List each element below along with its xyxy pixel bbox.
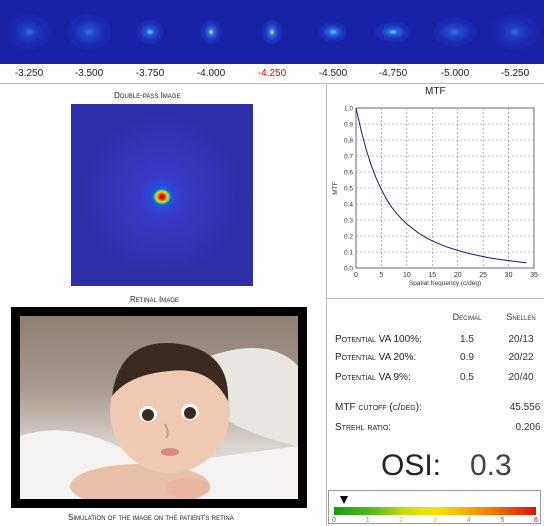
baby-photo-illustration — [20, 343, 298, 499]
va-row-snellen: 20/22 — [508, 352, 534, 363]
focus-label[interactable]: -3.250 — [14, 68, 44, 79]
mtf-cutoff-value: 45.556 — [509, 402, 541, 413]
va-row-snellen: 20/40 — [508, 372, 534, 383]
osi-scale-tick: 3 — [433, 517, 437, 524]
mtf-x-tick-label: 5 — [379, 272, 383, 279]
osi-scale-tick: 0 — [332, 517, 336, 524]
focus-spot[interactable] — [491, 14, 539, 50]
strehl-ratio-label: Strehl ratio: — [335, 422, 392, 433]
focus-label[interactable]: -3.750 — [135, 68, 165, 79]
focus-label[interactable]: -4.000 — [196, 68, 226, 79]
osi-scale-tick: 5 — [500, 517, 505, 524]
mtf-x-tick-label: 25 — [479, 272, 487, 279]
focus-spot[interactable] — [433, 18, 477, 46]
osi-pointer-icon — [340, 496, 349, 504]
va-row-label: Potential VA 100%: — [335, 334, 422, 345]
mtf-chart: 0.0 0.1 0.2 0.3 0.4 0.5 0.6 0.7 0.8 0.9 1.0 0 5 10 15 2… — [332, 106, 538, 288]
focus-label[interactable]: -4.250 — [257, 68, 287, 79]
focus-series-strip — [0, 0, 544, 64]
osi-label: OSI: — [381, 449, 442, 482]
mtf-x-tick-label: 30 — [505, 272, 513, 279]
mtf-x-axis-label: Spatial frequency (c/deg) — [409, 280, 481, 287]
double-pass-title: Double-pass Image — [114, 91, 181, 100]
osi-scale-tick: 2 — [399, 517, 404, 524]
mtf-y-tick-label: 0.8 — [344, 138, 353, 145]
double-pass-image[interactable] — [71, 104, 253, 286]
focus-label[interactable]: -3.500 — [74, 68, 104, 79]
focus-label-row: -3.250 -3.500 -3.750 -4.000 -4.250 -4.500 -4.7… — [0, 64, 544, 84]
panel-divider-vertical — [326, 84, 327, 526]
focus-spot[interactable] — [7, 14, 51, 50]
mtf-y-tick-label: 0.5 — [344, 186, 353, 193]
osi-scale-bar — [334, 507, 536, 515]
focus-spot[interactable] — [67, 14, 111, 50]
mtf-y-tick-label: 0.3 — [344, 218, 353, 225]
mtf-x-tick-label: 20 — [454, 272, 462, 279]
decimal-column-header: Decimal — [452, 312, 482, 322]
mtf-x-tick-label: 10 — [403, 272, 411, 279]
mtf-y-tick-label: 0.0 — [344, 266, 353, 273]
retinal-image-frame — [11, 307, 307, 508]
mtf-x-tick-label: 35 — [530, 272, 538, 279]
focus-spot[interactable] — [375, 22, 411, 42]
osi-scale-tick: 4 — [466, 517, 471, 524]
mtf-y-tick-label: 0.6 — [344, 170, 353, 177]
va-row-snellen: 20/13 — [508, 334, 534, 345]
mtf-y-tick-label: 0.1 — [344, 250, 353, 257]
mtf-y-tick-label: 0.9 — [344, 122, 353, 129]
mtf-y-tick-label: 1.0 — [344, 106, 353, 113]
va-row-label: Potential VA 20%: — [335, 352, 417, 363]
mtf-x-tick-label: 15 — [428, 272, 436, 279]
mtf-y-tick-label: 0.4 — [344, 202, 353, 209]
va-row-decimal: 1.5 — [460, 334, 474, 345]
focus-spot[interactable] — [201, 20, 221, 44]
retinal-simulation-image[interactable] — [20, 316, 298, 499]
strehl-ratio-value: 0.206 — [515, 422, 541, 433]
mtf-x-tick-label: 0 — [354, 272, 358, 279]
osi-value: 0.3 — [470, 449, 512, 482]
va-row-label: Potential VA 9%: — [335, 372, 411, 383]
focus-spot[interactable] — [319, 22, 347, 42]
mtf-y-tick-label: 0.7 — [344, 154, 353, 161]
osi-scale-tick: 1 — [365, 517, 370, 524]
retinal-image-title: Retinal Image — [130, 295, 179, 304]
focus-label[interactable]: -5.000 — [440, 68, 470, 79]
focus-spot[interactable] — [262, 20, 282, 44]
panel-divider-horizontal — [326, 298, 544, 299]
mtf-series-line — [355, 107, 527, 264]
va-row-decimal: 0.9 — [460, 352, 474, 363]
va-row-decimal: 0.5 — [460, 372, 474, 383]
retinal-image-caption: Simulation of the image on the patient's… — [68, 513, 234, 522]
mtf-title: MTF — [425, 86, 446, 97]
snellen-column-header: Snellen — [506, 312, 536, 322]
mtf-cutoff-label: MTF cutoff (c/deg): — [335, 402, 422, 413]
focus-label[interactable]: -5.250 — [500, 68, 530, 79]
focus-spot[interactable] — [136, 20, 164, 44]
mtf-y-tick-label: 0.2 — [344, 234, 353, 241]
mtf-y-axis-label: MTF — [332, 181, 339, 194]
osi-scale-tick: 6 — [534, 517, 538, 524]
focus-label[interactable]: -4.750 — [378, 68, 408, 79]
focus-label[interactable]: -4.500 — [318, 68, 348, 79]
